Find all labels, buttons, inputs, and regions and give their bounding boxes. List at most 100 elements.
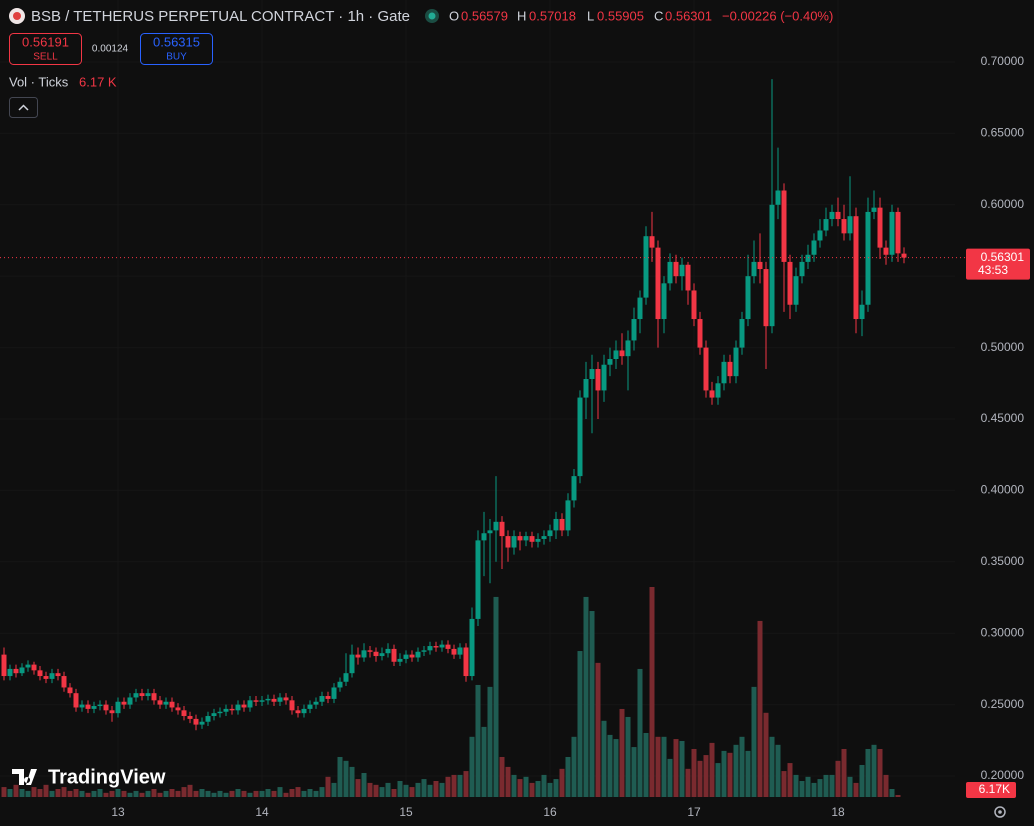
volume-indicator[interactable]: Vol · Ticks xyxy=(9,74,69,89)
candle-body xyxy=(403,654,409,659)
symbol-title[interactable]: BSB / TETHERUS PERPETUAL CONTRACT · 1h ·… xyxy=(31,8,410,25)
volume-bar xyxy=(721,750,727,797)
change: −0.00226 (−0.40%) xyxy=(722,8,833,23)
volume-bar xyxy=(751,686,757,797)
candle-body xyxy=(829,211,835,220)
candle-body xyxy=(409,654,415,658)
x-tick-label: 14 xyxy=(255,805,269,819)
candle-body xyxy=(487,530,493,534)
volume-bar xyxy=(703,755,709,797)
ohlc-value: 0.56301 xyxy=(665,8,712,23)
candle-body xyxy=(61,676,67,688)
candle-body xyxy=(25,664,31,668)
volume-bar xyxy=(403,784,409,797)
candle-body xyxy=(223,708,229,712)
candle-body xyxy=(589,369,595,380)
volume-bar xyxy=(883,774,889,797)
volume-bar xyxy=(577,651,583,797)
candle-body xyxy=(475,540,481,619)
candle-body xyxy=(835,211,841,220)
candle-body xyxy=(247,700,253,708)
volume-bar xyxy=(769,736,775,797)
candle-body xyxy=(895,211,901,254)
candle-body xyxy=(391,648,397,662)
sell-price: 0.56191 xyxy=(22,34,69,49)
candle-body xyxy=(259,700,265,702)
volume-bar xyxy=(1,787,7,797)
candle-body xyxy=(463,647,469,677)
candle-body xyxy=(871,207,877,212)
candle-body xyxy=(295,710,301,714)
y-tick-label: 0.60000 xyxy=(981,197,1025,211)
volume-bar xyxy=(469,736,475,797)
candle-body xyxy=(91,706,97,709)
volume-value: 6.17 K xyxy=(79,74,117,89)
volume-bar xyxy=(91,790,97,797)
candle-body xyxy=(103,704,109,711)
candle-body xyxy=(721,361,727,384)
y-tick-label: 0.40000 xyxy=(981,483,1025,497)
volume-bar xyxy=(217,790,223,797)
volume-bar xyxy=(733,744,739,797)
candle-body xyxy=(121,701,127,705)
volume-bar xyxy=(115,788,121,797)
volume-bar xyxy=(427,784,433,797)
candle-body xyxy=(379,653,385,657)
axes: 0.20000 0.25000 0.30000 0.35000 0.40000 0.450… xyxy=(0,54,1030,819)
volume-bar xyxy=(421,779,427,797)
volume-bar xyxy=(709,742,715,797)
brand-name: TradingView xyxy=(48,766,166,788)
candle-body xyxy=(811,240,817,255)
candle-body xyxy=(637,297,643,320)
volume-bar xyxy=(595,662,601,797)
volume-bar xyxy=(229,790,235,797)
candle-body xyxy=(889,211,895,255)
buy-price: 0.56315 xyxy=(153,34,200,49)
candle-body xyxy=(361,650,367,658)
candle-body xyxy=(541,536,547,539)
candle-body xyxy=(535,538,541,542)
volume-bar xyxy=(685,768,691,797)
volume-bar xyxy=(727,752,733,797)
x-tick-label: 18 xyxy=(831,805,845,819)
volume-bar xyxy=(319,787,325,797)
candle-body xyxy=(277,697,283,702)
volume-bar xyxy=(553,779,559,797)
candle-body xyxy=(625,340,631,357)
volume-bar xyxy=(301,790,307,797)
volume-bar xyxy=(55,788,61,797)
candle-body xyxy=(613,350,619,360)
candle-body xyxy=(745,276,751,320)
sell-button[interactable] xyxy=(9,33,82,65)
volume-bar xyxy=(133,790,139,797)
x-tick-label: 13 xyxy=(111,805,125,819)
candle-body xyxy=(709,390,715,398)
candle-body xyxy=(505,536,511,548)
volume-bar xyxy=(67,790,73,797)
chevron-icon xyxy=(18,104,29,111)
candle-body xyxy=(673,261,679,277)
volume-bar xyxy=(19,788,25,797)
volume-bar xyxy=(331,782,337,797)
candle-body xyxy=(241,704,247,708)
volume-bar xyxy=(889,788,895,797)
candle-body xyxy=(337,681,343,688)
candle-body xyxy=(775,190,781,205)
volume-bar xyxy=(223,792,229,797)
volume-bar xyxy=(631,747,637,797)
candle-body xyxy=(199,721,205,725)
candle-body xyxy=(577,397,583,477)
candle-body xyxy=(427,646,433,651)
candle-body xyxy=(307,704,313,709)
buy-button[interactable] xyxy=(140,33,213,65)
collapse-button[interactable] xyxy=(9,97,38,118)
candle-body xyxy=(853,216,859,320)
candle-body xyxy=(319,696,325,702)
volume-bar xyxy=(493,596,499,797)
ohlc-value: 0.55905 xyxy=(597,8,644,23)
candle-body xyxy=(523,536,529,541)
settings-icon[interactable] xyxy=(994,806,1006,818)
candle-body xyxy=(619,350,625,357)
volume-bar xyxy=(667,758,673,797)
